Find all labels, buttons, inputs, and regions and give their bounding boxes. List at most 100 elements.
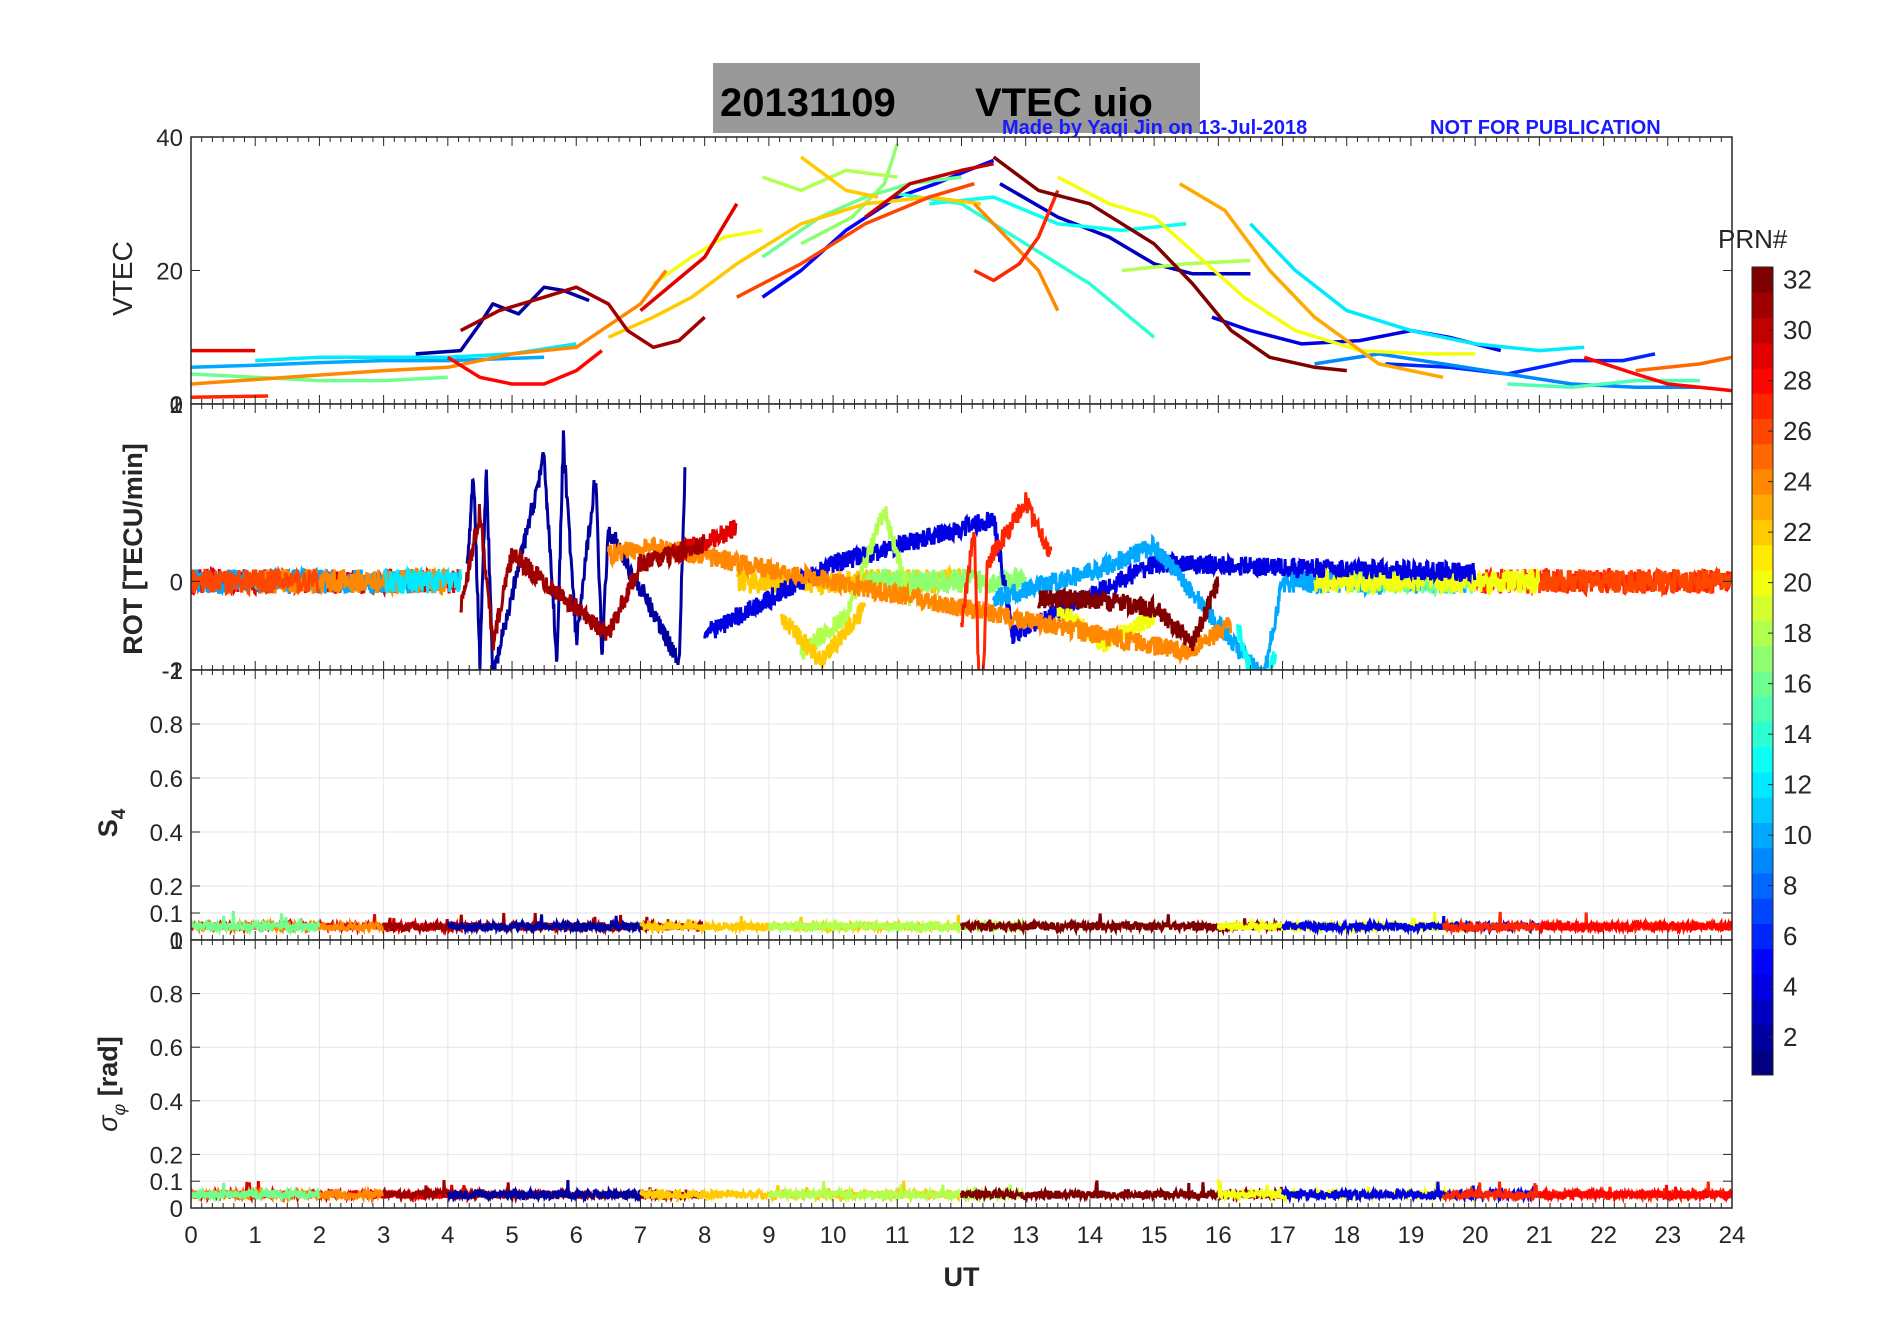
colorbar-swatch xyxy=(1752,948,1773,975)
vtec-series-prn-25 xyxy=(1635,355,1732,373)
colorbar-tick-label: 22 xyxy=(1783,517,1812,547)
colorbar-swatch xyxy=(1752,772,1773,798)
rot-series-prn-27 xyxy=(960,492,1053,670)
vtec-series-prn-24 xyxy=(973,202,1060,312)
vtec-series-prn-20 xyxy=(1056,175,1476,356)
vtec-series-prn-32 xyxy=(992,155,1347,373)
xtick-label: 2 xyxy=(313,1222,326,1249)
colorbar-swatch xyxy=(1752,898,1773,924)
vtec-series-prn-6 xyxy=(1385,352,1656,376)
colorbar-swatch xyxy=(1752,721,1773,748)
colorbar-tick-label: 28 xyxy=(1783,366,1812,396)
colorbar-swatch xyxy=(1752,418,1773,445)
xtick-label: 5 xyxy=(505,1222,518,1249)
xtick-label: 20 xyxy=(1462,1222,1489,1249)
ytick-label: 0 xyxy=(170,569,183,596)
xtick-label: 19 xyxy=(1398,1222,1425,1249)
title-box xyxy=(713,63,1200,133)
colorbar-tick-label: 20 xyxy=(1783,568,1812,598)
vtec-series-prn-16 xyxy=(761,175,962,259)
colorbar-swatch xyxy=(1752,469,1773,495)
ylabel-s4: S4 xyxy=(93,808,130,837)
s4-series-prn-16 xyxy=(191,910,321,937)
ytick-label: -2 xyxy=(162,658,183,685)
ylabel-vtec: VTEC xyxy=(107,241,138,316)
xtick-label: 16 xyxy=(1205,1222,1232,1249)
ytick-label: 0.2 xyxy=(150,1142,183,1169)
vtec-series-prn-16 xyxy=(191,372,448,383)
vtec-series-prn-22 xyxy=(799,155,879,199)
colorbar-swatch xyxy=(1752,923,1773,950)
colorbar-tick-label: 24 xyxy=(1783,467,1812,497)
vtec-series-prn-10 xyxy=(191,355,545,370)
colorbar-swatch xyxy=(1752,873,1773,899)
xtick-label: 7 xyxy=(634,1222,647,1249)
ytick-label: 1 xyxy=(170,658,183,685)
colorbar-swatch xyxy=(1752,317,1773,344)
vtec-series-prn-28 xyxy=(1583,355,1732,393)
vtec-series-prn-12 xyxy=(1249,222,1585,353)
sigma-phi-series-prn-2 xyxy=(446,1180,642,1204)
title-text: VTEC uio xyxy=(975,81,1153,125)
rot-series-prn-22 xyxy=(780,602,867,670)
xtick-label: 22 xyxy=(1590,1222,1617,1249)
xtick-label: 21 xyxy=(1526,1222,1553,1249)
xtick-label: 0 xyxy=(184,1222,197,1249)
xtick-label: 23 xyxy=(1654,1222,1681,1249)
vtec-series-prn-30 xyxy=(864,161,994,219)
colorbar-swatch xyxy=(1752,696,1773,722)
vtec-series-prn-29 xyxy=(639,202,739,312)
xlabel-ut: UT xyxy=(944,1262,980,1292)
xtick-label: 24 xyxy=(1719,1222,1746,1249)
colorbar-tick-label: 30 xyxy=(1783,315,1812,345)
colorbar-swatch xyxy=(1752,974,1773,1000)
panel-3: 00.10.2 0.4 0.6 0.8 1 S4 xyxy=(93,658,1733,955)
vtec-series-prn-18 xyxy=(761,168,898,193)
vtec-series-prn-15 xyxy=(1507,378,1700,390)
colorbar-title: PRN# xyxy=(1718,224,1788,254)
credit-author: Made by Yaqi Jin on 13-Jul-2018 xyxy=(1002,117,1307,139)
ytick-label: -1 xyxy=(162,658,183,685)
colorbar-swatch xyxy=(1752,519,1773,546)
colorbar-swatch xyxy=(1752,393,1773,419)
title-date: 20131109 xyxy=(720,81,896,125)
credit-notice: NOT FOR PUBLICATION xyxy=(1430,117,1661,139)
xtick-label: 9 xyxy=(762,1222,775,1249)
colorbar-tick-label: 18 xyxy=(1783,618,1812,648)
vtec-series-prn-18 xyxy=(1121,258,1251,273)
rot-series-prn-10 xyxy=(992,533,1284,670)
vtec-series-prn-27 xyxy=(973,189,1060,283)
ytick-label: 1 xyxy=(170,392,183,419)
ytick-label: 0 xyxy=(170,1196,183,1223)
colorbar-swatch xyxy=(1752,671,1773,697)
colorbar-swatch xyxy=(1752,746,1773,773)
vtec-series-prn-20 xyxy=(652,228,763,286)
colorbar-swatch xyxy=(1752,570,1773,596)
ytick-label: 0.4 xyxy=(150,1089,183,1116)
colorbar-swatch xyxy=(1752,544,1773,571)
colorbar-swatch xyxy=(1752,595,1773,621)
rot-baseline-prn-12 xyxy=(382,565,463,594)
colorbar-tick-label: 6 xyxy=(1783,921,1797,951)
xtick-label: 14 xyxy=(1077,1222,1104,1249)
colorbar-swatch xyxy=(1752,999,1773,1025)
ytick-label: 0 xyxy=(170,392,183,419)
xtick-label: 13 xyxy=(1012,1222,1039,1249)
xtick-label: 18 xyxy=(1333,1222,1360,1249)
vtec-series-prn-17 xyxy=(800,143,899,246)
colorbar-tick-label: 12 xyxy=(1783,770,1812,800)
ytick-label: 0.4 xyxy=(150,820,183,847)
ytick-label: 0.6 xyxy=(150,766,183,793)
colorbar-swatch xyxy=(1752,645,1773,672)
colorbar-tick-label: 10 xyxy=(1783,820,1812,850)
xtick-label: 11 xyxy=(885,1222,910,1249)
colorbar-tick-label: 4 xyxy=(1783,972,1797,1002)
sigma-phi-series-prn-28 xyxy=(1537,1184,1732,1205)
colorbar-swatch xyxy=(1752,822,1773,849)
ytick-label: 0.1 xyxy=(150,1169,183,1196)
vtec-series-prn-27 xyxy=(191,394,269,400)
ytick-label: 0.1 xyxy=(150,901,183,928)
